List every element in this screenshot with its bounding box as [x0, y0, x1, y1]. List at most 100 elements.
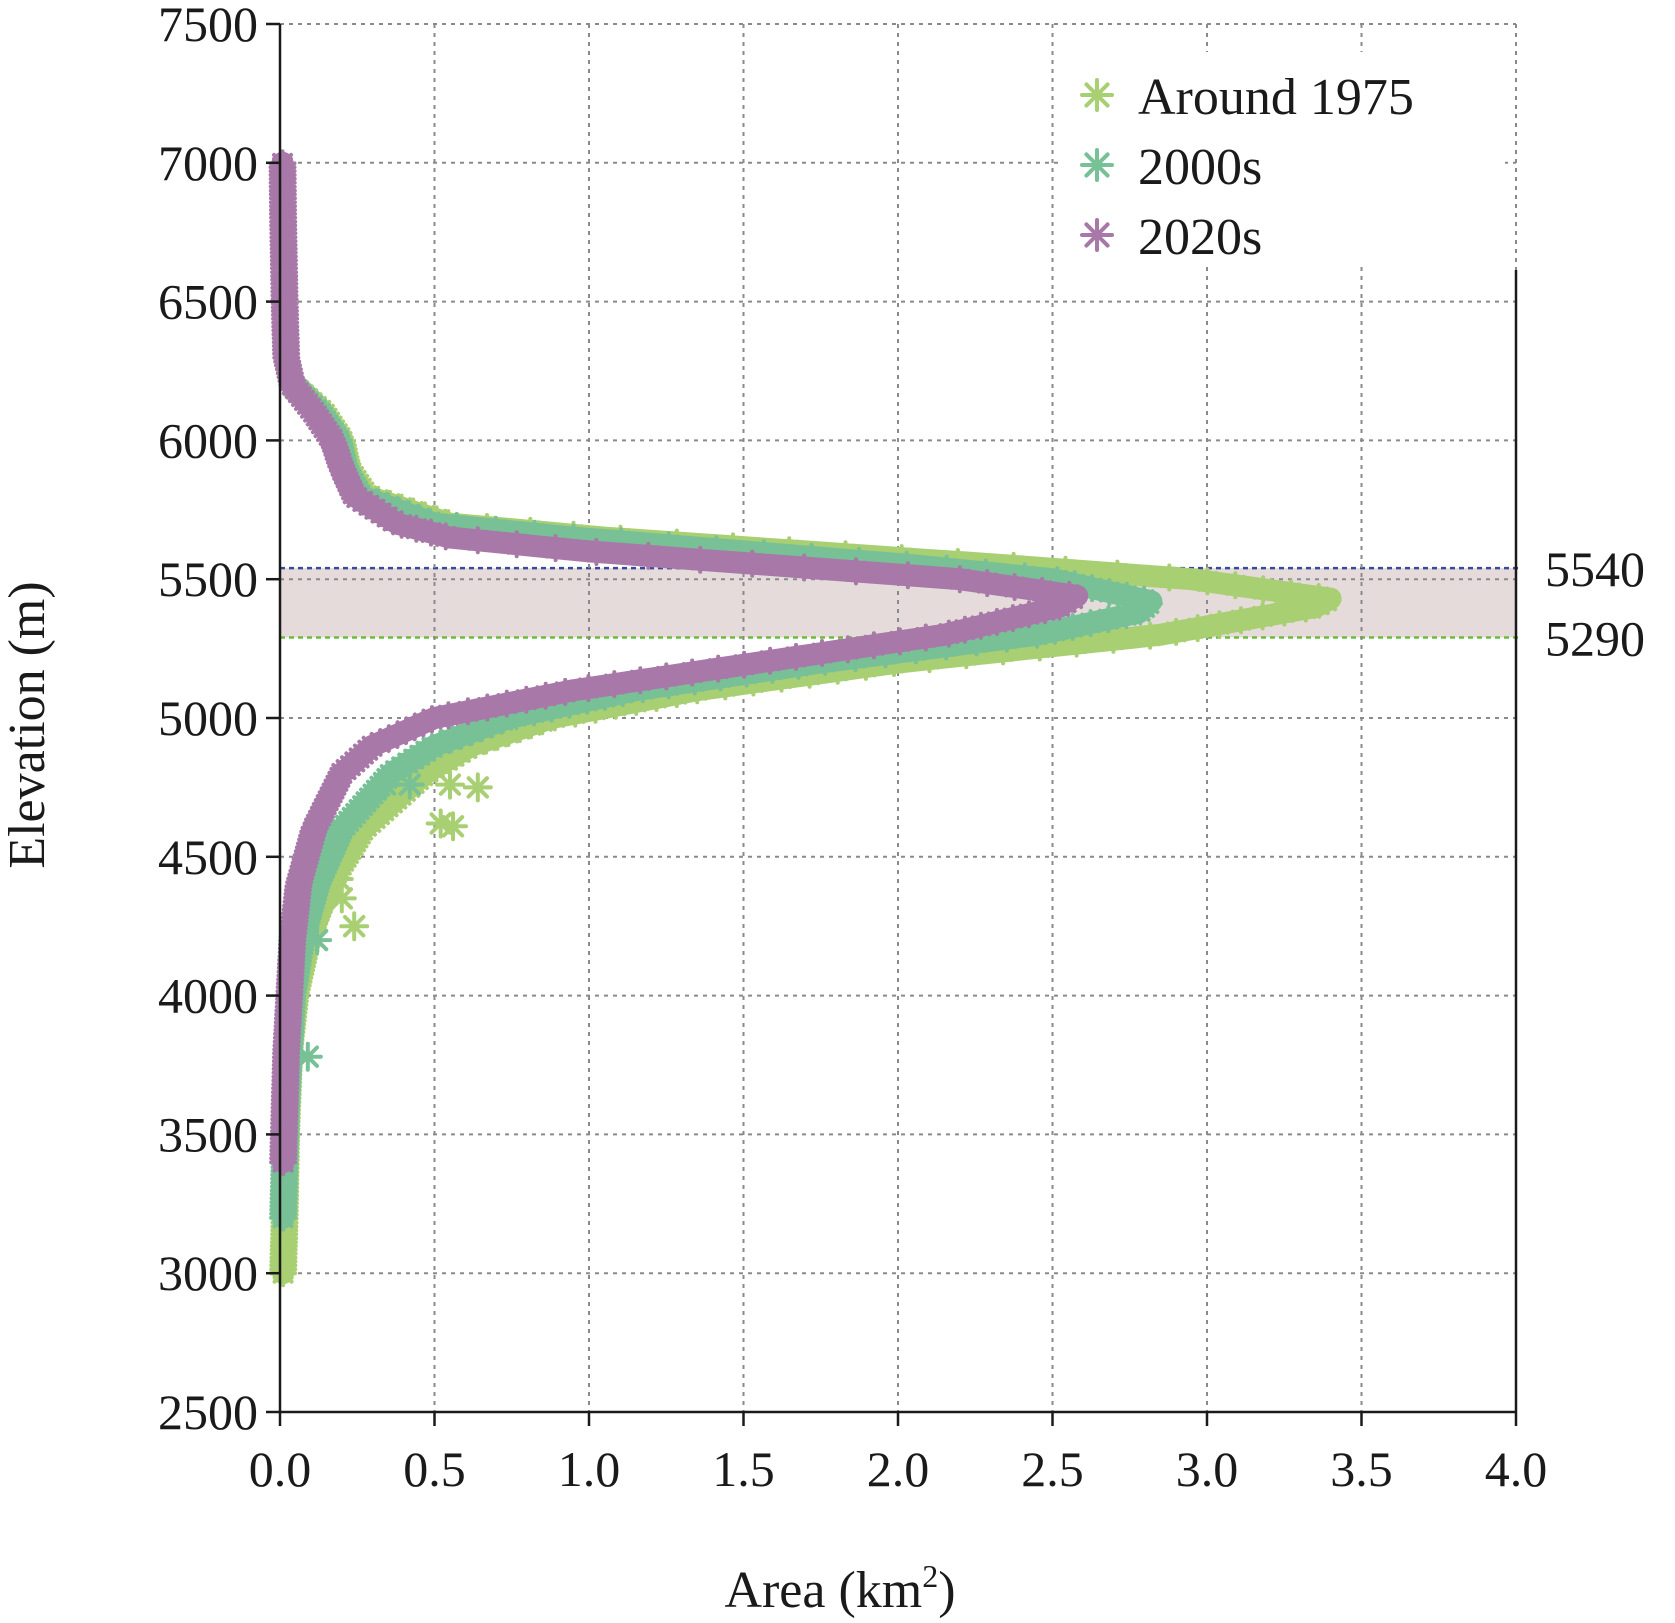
data-point [782, 642, 810, 671]
legend-item: 2000s [1080, 139, 1262, 196]
data-point [702, 535, 731, 564]
data-point [730, 650, 759, 679]
legend-marker [1080, 78, 1114, 112]
outlier-point [435, 769, 465, 800]
x-tick-label: 1.5 [712, 1441, 775, 1497]
band-lower-label: 5290 [1545, 610, 1645, 666]
x-tick-label: 0.0 [249, 1441, 312, 1497]
data-point [520, 519, 549, 548]
data-point [1094, 605, 1123, 634]
data-point [1227, 606, 1255, 635]
y-tick-label: 5000 [158, 690, 258, 746]
data-point [418, 705, 446, 734]
outlier-point [462, 772, 493, 803]
data-point [1000, 573, 1029, 601]
data-point [1051, 555, 1080, 584]
data-point [966, 611, 995, 640]
data-point [1205, 610, 1234, 639]
data-point [502, 702, 531, 731]
data-point [1155, 563, 1184, 592]
data-point [590, 682, 619, 711]
data-point [652, 662, 681, 691]
data-point [402, 514, 431, 543]
outlier-point [438, 811, 468, 842]
data-point [1058, 612, 1087, 641]
data-point [559, 523, 588, 552]
data-point [555, 690, 584, 719]
data-point [551, 677, 580, 706]
data-point [478, 710, 507, 739]
data-point [808, 639, 836, 667]
data-point [686, 545, 715, 574]
data-point [517, 711, 545, 740]
data-point [842, 557, 870, 586]
legend-marker [1080, 218, 1114, 252]
data-point [622, 687, 651, 716]
data-point [1112, 601, 1141, 630]
data-point [1040, 616, 1069, 645]
legend: Around 1975 2000s 2020s [1060, 52, 1505, 267]
data-point [1270, 598, 1299, 627]
outlier-point [339, 911, 370, 942]
y-axis-title: Elevation (m) [0, 581, 56, 868]
outlier-point [326, 883, 357, 914]
data-point [1099, 625, 1128, 654]
data-point [417, 733, 446, 762]
data-point [426, 729, 455, 758]
series-3 [268, 149, 1089, 1177]
data-point [1023, 620, 1052, 649]
data-point [962, 628, 991, 657]
x-tick-label: 3.0 [1176, 1441, 1239, 1497]
data-point [607, 527, 636, 556]
data-point [383, 720, 412, 749]
data-point [374, 724, 403, 753]
data-point [463, 526, 492, 555]
y-tick-label: 6500 [158, 274, 258, 330]
band-upper-label: 5540 [1545, 541, 1645, 597]
data-point [483, 722, 512, 751]
data-point [492, 689, 521, 718]
outlier-point [425, 808, 456, 839]
data-point [453, 697, 482, 726]
data-point [1010, 562, 1039, 591]
data-point [494, 719, 523, 747]
y-tick-label: 4500 [158, 829, 258, 885]
data-point [934, 619, 963, 648]
data-point [1103, 559, 1132, 588]
data-point [400, 712, 429, 741]
data-point [998, 604, 1027, 633]
data-point [1221, 571, 1250, 600]
x-tick-label: 2.5 [1021, 1441, 1084, 1497]
data-point [1248, 602, 1277, 631]
data-point [384, 496, 413, 525]
legend-item: 2020s [1080, 209, 1262, 266]
x-axis-title-main: Area (km [724, 1562, 922, 1619]
series-layer [268, 149, 1342, 1288]
data-point [431, 522, 460, 551]
data-point [738, 549, 767, 578]
data-point [1031, 596, 1059, 625]
data-point [704, 654, 733, 683]
data-point [387, 510, 416, 539]
data-point [1276, 579, 1305, 608]
data-point [634, 541, 663, 570]
data-point [945, 565, 974, 594]
data-point [893, 561, 922, 590]
data-point [626, 666, 655, 695]
data-point [601, 691, 630, 720]
y-tick-label: 7000 [158, 135, 258, 191]
data-point [950, 615, 979, 644]
x-tick-label: 1.0 [558, 1441, 621, 1497]
data-point [1312, 586, 1341, 615]
data-point [541, 534, 570, 563]
data-point [1095, 578, 1124, 606]
data-point [574, 674, 603, 702]
data-point [405, 504, 434, 533]
data-point [992, 624, 1021, 653]
x-axis-title-superscript: 2 [922, 1558, 938, 1594]
data-point [859, 631, 888, 660]
data-point [1183, 614, 1212, 643]
data-point [989, 637, 1018, 666]
